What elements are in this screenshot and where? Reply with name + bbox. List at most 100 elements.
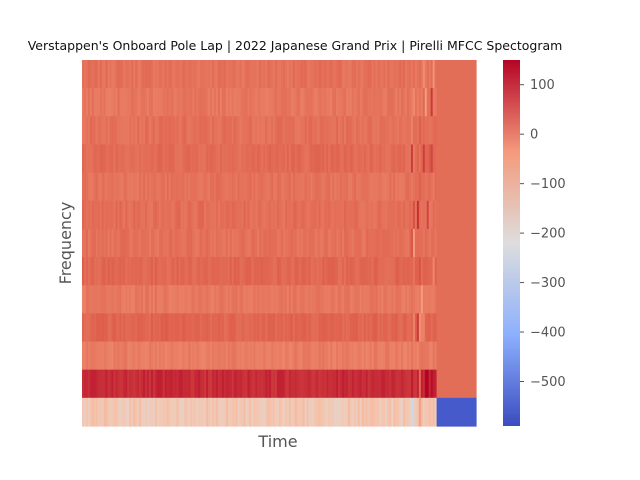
heatmap-cell: [237, 313, 241, 343]
heatmap-cell: [444, 116, 448, 146]
heatmap-cell: [330, 88, 333, 117]
heatmap-cell: [345, 397, 349, 427]
heatmap-cell: [221, 228, 225, 258]
heatmap-cell: [178, 60, 182, 89]
heatmap-cell: [125, 172, 128, 202]
heatmap-cell: [304, 228, 308, 258]
heatmap-cell: [101, 397, 105, 427]
heatmap-cell: [129, 369, 132, 399]
heatmap-cell: [430, 369, 434, 399]
heatmap-cell: [412, 313, 416, 343]
heatmap-cell: [292, 172, 296, 202]
heatmap-cell: [237, 369, 241, 399]
heatmap-cell: [113, 88, 117, 117]
heatmap-cell: [332, 228, 335, 258]
heatmap-cell: [448, 172, 451, 202]
heatmap-cell: [294, 172, 298, 202]
heatmap-cell: [247, 285, 251, 314]
heatmap-cell: [280, 369, 284, 399]
heatmap-cell: [328, 285, 331, 314]
heatmap-cell: [160, 397, 164, 427]
heatmap-cell: [458, 144, 461, 174]
heatmap-cell: [432, 172, 436, 202]
heatmap-cell: [373, 200, 377, 230]
heatmap-cell: [219, 200, 223, 230]
heatmap-cell: [409, 228, 412, 258]
heatmap-cell: [145, 144, 148, 174]
heatmap-cell: [474, 116, 477, 146]
heatmap-cell: [133, 228, 136, 258]
heatmap-cell: [267, 88, 270, 117]
heatmap-cell: [284, 144, 288, 174]
heatmap-cell: [450, 397, 453, 427]
heatmap-cell: [87, 257, 91, 286]
heatmap-cell: [176, 144, 180, 174]
heatmap-cell: [97, 257, 101, 286]
heatmap-cell: [275, 144, 278, 174]
heatmap-cell: [367, 60, 371, 89]
heatmap-cell: [239, 228, 243, 258]
heatmap-cell: [318, 228, 321, 258]
heatmap-cell: [174, 285, 178, 314]
heatmap-cell: [231, 172, 235, 202]
heatmap-cell: [263, 313, 266, 343]
heatmap-cell: [403, 88, 406, 117]
heatmap-cell: [414, 369, 418, 399]
heatmap-cell: [233, 369, 237, 399]
heatmap-cell: [365, 60, 369, 89]
heatmap-cell: [176, 116, 180, 146]
heatmap-cell: [395, 144, 398, 174]
heatmap-cell: [438, 369, 442, 399]
heatmap-cell: [314, 341, 318, 371]
heatmap-cell: [452, 285, 455, 314]
heatmap-cell: [298, 200, 302, 230]
heatmap-cell: [446, 397, 450, 427]
heatmap-cell: [318, 341, 321, 371]
heatmap-cell: [219, 60, 223, 89]
heatmap-cell: [217, 116, 221, 146]
heatmap-cell: [432, 60, 436, 89]
heatmap-cell: [212, 257, 215, 286]
heatmap-cell: [450, 369, 453, 399]
heatmap-cell: [141, 313, 144, 343]
heatmap-cell: [127, 116, 130, 146]
heatmap-cell: [176, 60, 180, 89]
heatmap-cell: [389, 60, 392, 89]
heatmap-cell: [243, 144, 247, 174]
heatmap-cell: [468, 116, 471, 146]
heatmap-cell: [456, 228, 459, 258]
heatmap-cell: [410, 116, 414, 146]
heatmap-cell: [87, 200, 91, 230]
heatmap-cell: [284, 228, 288, 258]
heatmap-cell: [107, 88, 111, 117]
heatmap-cell: [401, 341, 404, 371]
heatmap-cell: [223, 116, 227, 146]
heatmap-cell: [383, 144, 386, 174]
heatmap-cell: [320, 172, 323, 202]
heatmap-cell: [363, 369, 367, 399]
heatmap-cell: [452, 397, 455, 427]
heatmap-cell: [210, 144, 213, 174]
heatmap-cell: [206, 228, 209, 258]
heatmap-cell: [440, 397, 444, 427]
heatmap-cell: [227, 116, 231, 146]
heatmap-cell: [235, 200, 239, 230]
heatmap-cell: [365, 397, 369, 427]
heatmap-cell: [223, 228, 227, 258]
heatmap-cell: [314, 172, 318, 202]
heatmap-cell: [355, 285, 359, 314]
heatmap-cell: [196, 116, 199, 146]
heatmap-cell: [428, 172, 432, 202]
heatmap-cell: [162, 341, 166, 371]
heatmap-cell: [436, 200, 440, 230]
heatmap-cell: [353, 228, 357, 258]
heatmap-cell: [196, 257, 199, 286]
heatmap-cell: [389, 144, 392, 174]
heatmap-cell: [365, 341, 369, 371]
heatmap-cell: [133, 60, 136, 89]
heatmap-cell: [131, 172, 134, 202]
heatmap-cell: [107, 369, 111, 399]
heatmap-cell: [237, 144, 241, 174]
heatmap-cell: [267, 116, 270, 146]
heatmap-cell: [359, 144, 363, 174]
